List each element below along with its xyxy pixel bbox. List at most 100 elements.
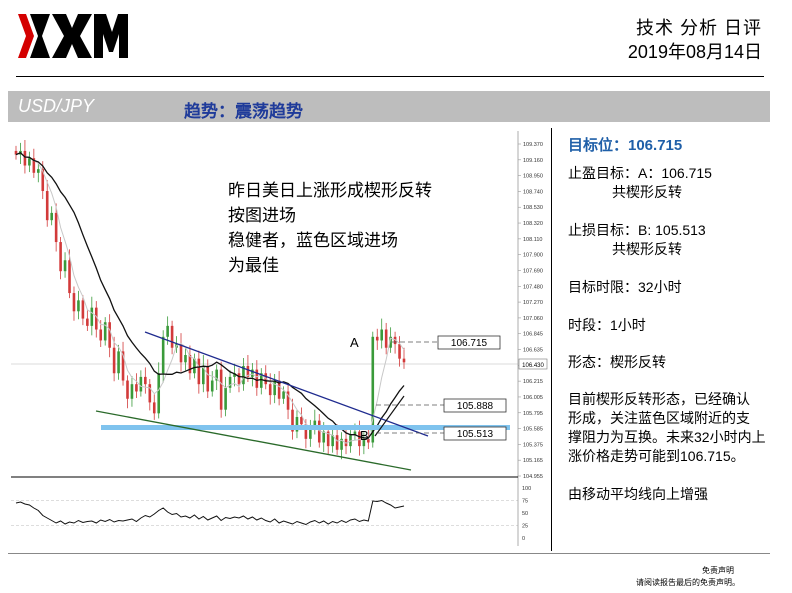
- price-tick-label: 107.900: [523, 253, 543, 259]
- trend-label: 趋势：震荡趋势: [184, 102, 303, 121]
- candle-body: [353, 431, 357, 436]
- rsi-tick-label: 25: [522, 524, 528, 530]
- candle-body: [286, 391, 290, 410]
- stop-loss-line1: 止损目标：B: 105.513: [568, 222, 706, 238]
- candle-body: [277, 380, 281, 399]
- price-tick-label: 109.160: [523, 158, 543, 164]
- candle-body: [255, 369, 259, 388]
- price-tick-label: 106.845: [523, 332, 543, 338]
- ma-note: 由移动平均线向上增强: [568, 486, 708, 502]
- annotation-line-4: 为最佳: [228, 256, 279, 276]
- candle-body: [184, 355, 187, 363]
- candle-body: [77, 300, 80, 312]
- candle-body: [309, 427, 312, 439]
- candle-body: [68, 260, 71, 294]
- candle-body: [72, 293, 76, 312]
- target-level: 目标位：106.715: [568, 137, 683, 154]
- chart-sidebar-divider: [551, 128, 552, 551]
- rsi-line: [15, 499, 405, 526]
- stop-loss: 止损目标：B: 105.513 共楔形反转: [568, 221, 706, 259]
- analysis-line1: 目前楔形反转形态，已经确认: [568, 391, 750, 407]
- candle-body: [103, 322, 107, 341]
- candle-body: [144, 376, 147, 385]
- candle-body: [139, 376, 143, 392]
- current-price-text: 106.430: [522, 363, 544, 369]
- annotation-line-3: 稳健者，蓝色区域进场: [228, 231, 398, 251]
- candle-body: [367, 438, 370, 443]
- candle-body: [166, 325, 169, 337]
- candle-body: [193, 358, 196, 374]
- candle-body: [130, 384, 134, 399]
- price-tick-label: 105.795: [523, 411, 543, 417]
- analysis-line3: 撑阻力为互换。未来32小时内上: [568, 429, 766, 445]
- level-b-box: [443, 426, 507, 441]
- disclaimer-title: 免责声明: [702, 566, 734, 575]
- rsi-tick-label: 75: [522, 499, 528, 505]
- candle-body: [371, 336, 375, 443]
- rsi-tick-label: 100: [522, 486, 531, 492]
- breakout-arrow-line: [374, 395, 405, 437]
- price-chart: 106.715 105.888 105.513 A B 昨日美日上涨形成楔形反转…: [8, 128, 550, 550]
- candle-body: [304, 424, 308, 439]
- price-tick-label: 106.215: [523, 379, 543, 385]
- candle-body: [313, 420, 317, 428]
- candle-body: [389, 336, 392, 348]
- candle-body: [384, 329, 388, 348]
- candle-body: [228, 376, 232, 388]
- candle-body: [358, 431, 361, 447]
- footer-divider: [8, 553, 770, 554]
- wedge-upper-line: [144, 331, 429, 437]
- candle-body: [206, 365, 210, 392]
- level-a-box: [437, 335, 501, 350]
- candle-body: [94, 307, 98, 330]
- analysis-line2: 形成，关注蓝色区域附近的支: [568, 410, 750, 426]
- candle-body: [86, 318, 89, 326]
- report-date: 2019年08月14日: [627, 42, 762, 62]
- time-limit: 目标时限：32小时: [568, 279, 682, 295]
- candle-body: [402, 358, 406, 363]
- candle-body: [188, 355, 192, 374]
- candle-body: [41, 169, 45, 192]
- candle-body: [380, 329, 384, 341]
- candle-body: [170, 325, 174, 348]
- point-a-label: A: [350, 335, 359, 350]
- candle-body: [99, 329, 103, 341]
- candle-body: [90, 307, 94, 326]
- price-tick-label: 104.955: [523, 474, 543, 480]
- price-tick-label: 105.585: [523, 427, 543, 433]
- candle-body: [237, 373, 241, 385]
- price-tick-label: 105.375: [523, 442, 543, 448]
- candle-body: [393, 336, 397, 345]
- price-tick-label: 108.530: [523, 205, 543, 211]
- candle-body: [108, 322, 111, 348]
- moving-average-fast: [15, 152, 405, 444]
- price-tick-label: 107.480: [523, 284, 543, 290]
- price-tick-label: 108.740: [523, 189, 543, 195]
- candle-body: [202, 365, 205, 385]
- price-tick-label: 108.110: [523, 237, 542, 243]
- candle-body: [126, 380, 129, 399]
- price-tick-label: 108.320: [523, 221, 543, 227]
- price-tick-label: 107.270: [523, 300, 543, 306]
- candle-body: [152, 402, 156, 414]
- candle-body: [295, 416, 299, 432]
- header-divider: [16, 76, 764, 77]
- price-tick-label: 106.005: [523, 395, 543, 401]
- time-period: 时段：1小时: [568, 317, 646, 333]
- candle-body: [322, 431, 326, 443]
- analysis-line4: 涨价格走势可能到106.715。: [568, 448, 745, 464]
- candle-body: [210, 380, 214, 392]
- take-profit: 止盈目标：A：106.715 共楔形反转: [568, 164, 712, 202]
- candle-body: [335, 435, 339, 450]
- price-axis-ticks: 109.370 109.160 108.950 108.740 108.530 108.3…: [518, 142, 543, 480]
- xm-logo: [18, 14, 128, 58]
- candle-body: [282, 391, 285, 399]
- candle-body: [117, 351, 120, 374]
- candle-body: [135, 384, 138, 392]
- title-band: [8, 91, 770, 122]
- candle-body: [375, 336, 379, 341]
- candle-body: [121, 351, 125, 381]
- candle-body: [268, 384, 272, 396]
- currency-pair: USD/JPY: [18, 96, 95, 116]
- candle-body: [215, 369, 218, 381]
